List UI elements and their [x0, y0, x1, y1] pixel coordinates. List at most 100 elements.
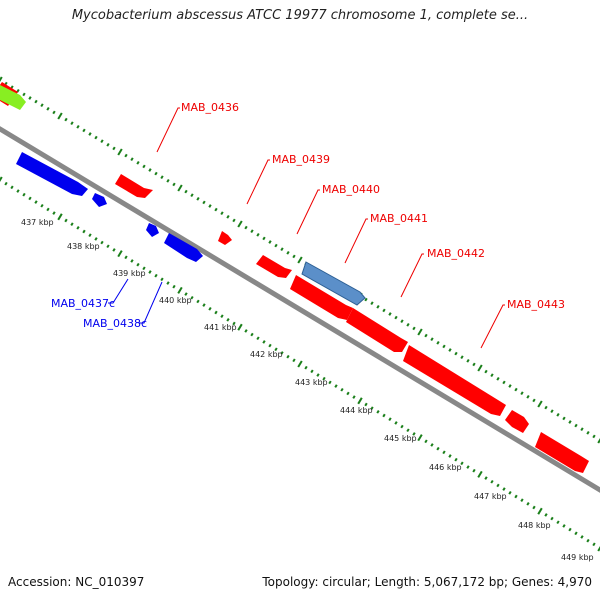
ruler-label: 449 kbp	[561, 553, 594, 562]
tick-mark	[448, 348, 452, 352]
gene-feature[interactable]	[92, 193, 107, 207]
gene-feature[interactable]	[290, 275, 353, 320]
tick-mark	[376, 410, 380, 414]
tick-mark	[388, 417, 392, 422]
gene-feature-highlighted[interactable]	[301, 261, 366, 306]
tick-mark	[226, 214, 230, 219]
gene-feature[interactable]	[164, 233, 203, 262]
tick-mark	[580, 427, 584, 432]
tick-mark	[268, 343, 272, 348]
tick-mark	[237, 220, 243, 228]
tick-mark	[136, 160, 140, 165]
accession-label: Accession: NC_010397	[8, 575, 145, 589]
tick-mark	[406, 322, 410, 327]
tick-mark	[214, 310, 218, 315]
tick-track-lower	[0, 176, 600, 552]
ruler-label: 442 kbp	[250, 350, 283, 359]
tick-mark	[448, 454, 452, 458]
tick-mark	[82, 128, 86, 133]
tick-mark	[532, 398, 536, 403]
tick-mark	[520, 391, 524, 396]
tick-mark	[4, 181, 8, 186]
tick-mark	[430, 337, 434, 342]
tick-mark	[346, 391, 350, 396]
tick-mark	[364, 297, 368, 302]
tick-mark	[202, 303, 206, 307]
tick-mark	[556, 520, 560, 525]
tick-mark	[502, 380, 506, 385]
tick-mark	[88, 233, 92, 238]
tick-mark	[442, 344, 446, 349]
gene-feature[interactable]	[256, 255, 292, 278]
gene-feature[interactable]	[505, 410, 529, 433]
gene-feature[interactable]	[403, 345, 506, 416]
tick-mark	[232, 321, 236, 326]
tick-mark	[394, 421, 398, 425]
tick-mark	[142, 266, 146, 271]
ruler-label: 447 kbp	[474, 492, 507, 501]
gene-feature-other[interactable]	[0, 85, 26, 110]
gene-feature[interactable]	[535, 432, 589, 473]
gene-feature[interactable]	[218, 231, 232, 245]
ruler-labels: 437 kbp 438 kbp 439 kbp 440 kbp 441 kbp …	[21, 218, 594, 562]
tick-mark	[562, 524, 566, 528]
gene-label[interactable]: MAB_0437c	[51, 297, 115, 310]
tick-mark	[250, 332, 254, 337]
tick-mark	[256, 232, 260, 237]
gene-label[interactable]: MAB_0436	[181, 101, 239, 114]
tick-mark	[460, 355, 464, 360]
tick-mark	[130, 157, 134, 162]
gene-feature[interactable]	[146, 223, 159, 237]
tick-mark	[586, 538, 590, 543]
gene-feature[interactable]	[115, 174, 153, 198]
tick-mark	[436, 446, 440, 451]
tick-mark	[370, 406, 374, 410]
gene-label[interactable]: MAB_0438c	[83, 317, 147, 330]
tick-mark	[274, 347, 278, 352]
tick-mark	[16, 189, 20, 193]
tick-mark	[226, 318, 230, 322]
tick-mark	[160, 277, 164, 282]
tick-mark	[574, 423, 578, 428]
tick-mark	[34, 200, 38, 204]
tick-mark	[544, 513, 548, 517]
tick-mark	[280, 247, 284, 252]
tick-mark	[244, 329, 248, 333]
gene-feature[interactable]	[16, 152, 88, 196]
tick-mark	[466, 465, 470, 469]
tick-mark	[124, 153, 128, 158]
tick-mark	[46, 106, 50, 111]
tick-mark	[148, 270, 152, 274]
ruler-label: 438 kbp	[67, 242, 100, 251]
tick-mark	[268, 240, 272, 244]
tick-mark	[112, 248, 116, 252]
gene-label[interactable]: MAB_0442	[427, 247, 485, 260]
tick-mark	[550, 409, 554, 414]
tick-mark	[550, 516, 554, 521]
tick-mark	[520, 498, 524, 502]
tick-mark	[106, 142, 110, 147]
gene-label[interactable]: MAB_0439	[272, 153, 330, 166]
tick-mark	[190, 295, 194, 300]
tick-mark	[412, 326, 416, 331]
gene-track[interactable]	[0, 82, 589, 473]
tick-mark	[100, 240, 104, 245]
tick-mark	[64, 218, 68, 223]
tick-mark	[537, 507, 543, 515]
tick-mark	[592, 542, 596, 547]
ruler-label: 446 kbp	[429, 463, 462, 472]
gene-label[interactable]: MAB_0441	[370, 212, 428, 225]
tick-mark	[502, 487, 506, 491]
gene-label[interactable]: MAB_0440	[322, 183, 380, 196]
tick-mark	[352, 395, 356, 399]
tick-mark	[477, 470, 483, 478]
tick-mark	[430, 443, 434, 447]
gene-label[interactable]: MAB_0443	[507, 298, 565, 311]
tick-mark	[142, 164, 146, 169]
tick-mark	[88, 132, 92, 136]
tick-mark	[334, 384, 338, 388]
tick-mark	[297, 256, 303, 264]
gene-feature[interactable]	[346, 308, 408, 352]
tick-mark	[544, 405, 548, 410]
